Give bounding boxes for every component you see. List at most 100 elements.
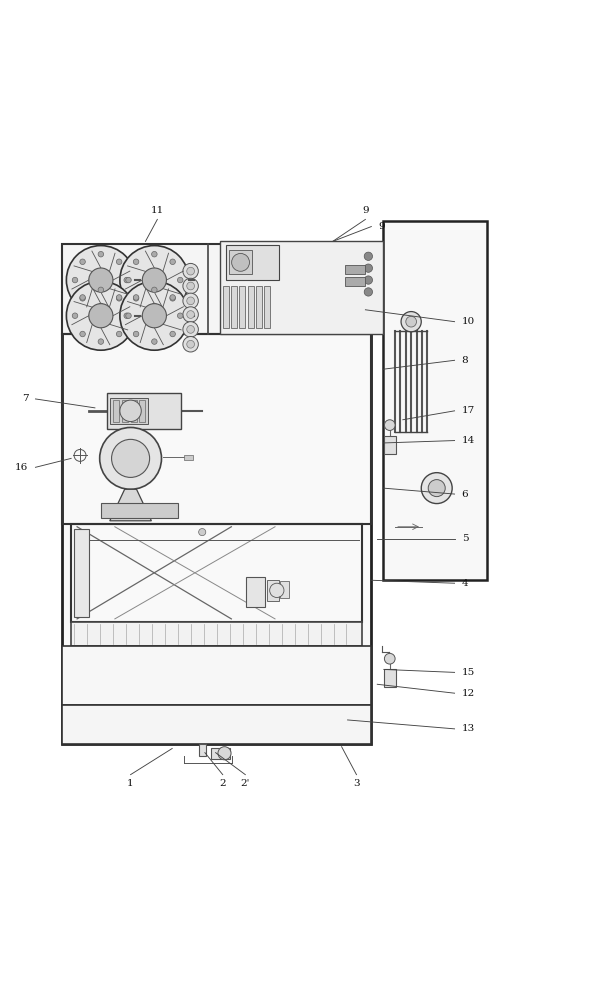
Bar [131, 400, 137, 422]
Circle shape [98, 251, 104, 257]
Bar [383, 221, 487, 580]
Circle shape [142, 268, 166, 292]
Circle shape [364, 252, 373, 260]
Bar [101, 503, 178, 518]
Circle shape [80, 295, 85, 300]
Circle shape [67, 246, 136, 315]
Circle shape [152, 287, 157, 293]
Bar [71, 622, 362, 646]
Bar [384, 669, 396, 687]
Circle shape [133, 295, 139, 300]
Text: 16: 16 [15, 463, 28, 472]
Circle shape [187, 282, 194, 290]
Circle shape [72, 313, 78, 318]
Bar [71, 524, 362, 622]
Circle shape [124, 313, 130, 318]
Text: 14: 14 [461, 436, 475, 445]
Bar [199, 744, 206, 756]
Bar [223, 286, 229, 328]
Circle shape [170, 295, 175, 300]
Circle shape [126, 313, 131, 318]
Bar [113, 400, 119, 422]
Circle shape [199, 529, 206, 536]
Circle shape [364, 288, 373, 296]
Text: 9: 9 [379, 222, 385, 231]
Text: 15: 15 [461, 668, 475, 677]
Circle shape [142, 304, 166, 328]
Circle shape [269, 583, 284, 597]
Text: 11: 11 [151, 206, 164, 215]
Bar [239, 286, 245, 328]
Bar [384, 436, 396, 454]
Circle shape [152, 303, 157, 309]
Circle shape [112, 439, 149, 477]
Bar [211, 748, 230, 759]
Circle shape [385, 420, 395, 430]
Bar [246, 577, 265, 607]
Polygon shape [110, 489, 151, 521]
Bar [344, 265, 365, 274]
Circle shape [116, 259, 122, 265]
Bar [231, 286, 237, 328]
Circle shape [401, 312, 421, 332]
Circle shape [116, 331, 122, 337]
Circle shape [116, 295, 122, 300]
Bar [229, 250, 253, 274]
Bar [184, 455, 193, 460]
Circle shape [170, 259, 175, 265]
Circle shape [116, 296, 122, 301]
Circle shape [120, 281, 189, 350]
Bar [62, 705, 371, 744]
Circle shape [133, 331, 139, 337]
Text: 2': 2' [241, 779, 250, 788]
Bar [74, 529, 89, 617]
Circle shape [89, 304, 113, 328]
Text: 7: 7 [22, 394, 28, 403]
Circle shape [120, 246, 189, 315]
Circle shape [183, 263, 199, 279]
Circle shape [80, 296, 85, 301]
Bar [344, 277, 365, 286]
Circle shape [364, 276, 373, 284]
Circle shape [187, 297, 194, 305]
Bar [139, 400, 145, 422]
Circle shape [126, 277, 131, 283]
Bar [256, 286, 262, 328]
Circle shape [170, 296, 175, 301]
Text: 4: 4 [461, 579, 469, 588]
Circle shape [89, 268, 113, 292]
Circle shape [187, 326, 194, 333]
Circle shape [133, 296, 139, 301]
Circle shape [80, 331, 85, 337]
Bar [267, 580, 278, 601]
Text: 5: 5 [461, 534, 469, 543]
Text: 8: 8 [461, 356, 469, 365]
Circle shape [178, 277, 183, 283]
Circle shape [183, 307, 199, 322]
Circle shape [178, 313, 183, 318]
Bar [226, 245, 279, 280]
Circle shape [406, 316, 416, 327]
Circle shape [364, 264, 373, 272]
Circle shape [183, 278, 199, 294]
Bar [265, 286, 270, 328]
Bar [280, 581, 289, 598]
Bar [110, 398, 148, 424]
Circle shape [385, 653, 395, 664]
Circle shape [98, 287, 104, 293]
Circle shape [187, 340, 194, 348]
Circle shape [183, 322, 199, 337]
Text: 2: 2 [220, 779, 226, 788]
Bar [122, 400, 128, 422]
Circle shape [152, 339, 157, 344]
Circle shape [218, 747, 231, 760]
Text: 17: 17 [461, 406, 475, 415]
Circle shape [232, 253, 250, 271]
Text: 13: 13 [461, 724, 475, 733]
Circle shape [72, 277, 78, 283]
Text: 1: 1 [127, 779, 134, 788]
Bar [62, 646, 371, 705]
Circle shape [421, 473, 452, 504]
Circle shape [187, 311, 194, 318]
Circle shape [152, 251, 157, 257]
